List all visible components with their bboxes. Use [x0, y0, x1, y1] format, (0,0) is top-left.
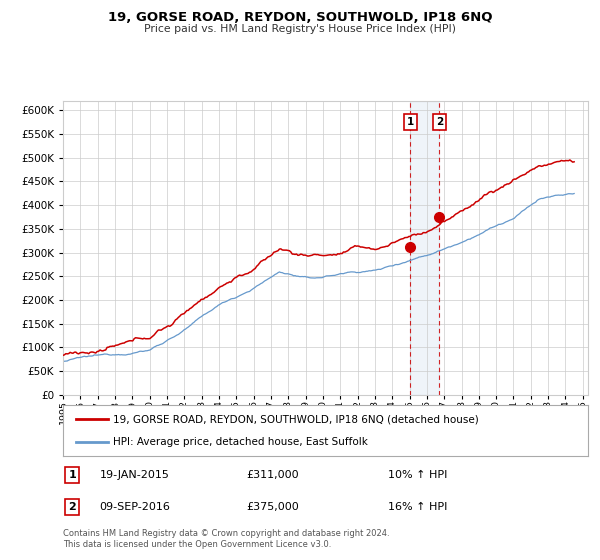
Text: 2: 2: [436, 117, 443, 127]
Text: 1: 1: [68, 470, 76, 480]
Text: £375,000: £375,000: [247, 502, 299, 512]
Text: 16% ↑ HPI: 16% ↑ HPI: [389, 502, 448, 512]
Text: 19, GORSE ROAD, REYDON, SOUTHWOLD, IP18 6NQ: 19, GORSE ROAD, REYDON, SOUTHWOLD, IP18 …: [108, 11, 492, 24]
Text: 1: 1: [407, 117, 414, 127]
Text: £311,000: £311,000: [247, 470, 299, 480]
Text: Contains HM Land Registry data © Crown copyright and database right 2024.
This d: Contains HM Land Registry data © Crown c…: [63, 529, 389, 549]
Text: 10% ↑ HPI: 10% ↑ HPI: [389, 470, 448, 480]
Text: 2: 2: [68, 502, 76, 512]
Bar: [410, 101, 439, 395]
Text: 19, GORSE ROAD, REYDON, SOUTHWOLD, IP18 6NQ (detached house): 19, GORSE ROAD, REYDON, SOUTHWOLD, IP18 …: [113, 414, 479, 424]
Text: 19-JAN-2015: 19-JAN-2015: [100, 470, 170, 480]
Text: Price paid vs. HM Land Registry's House Price Index (HPI): Price paid vs. HM Land Registry's House …: [144, 24, 456, 34]
Text: 09-SEP-2016: 09-SEP-2016: [100, 502, 170, 512]
Text: HPI: Average price, detached house, East Suffolk: HPI: Average price, detached house, East…: [113, 437, 368, 447]
